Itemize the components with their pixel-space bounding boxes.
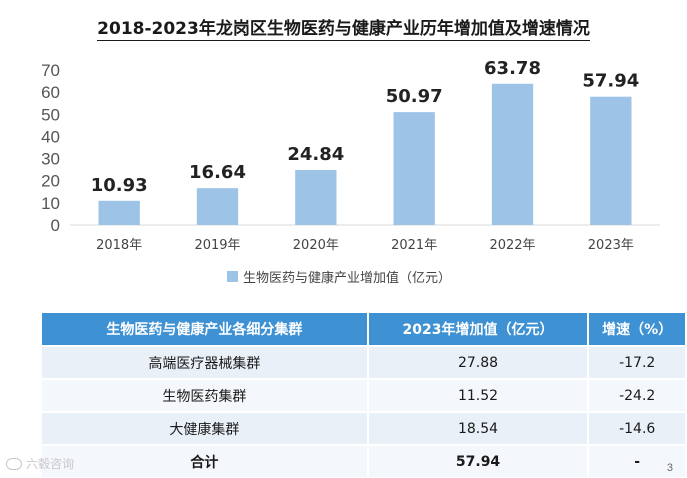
data-label: 10.93 — [91, 175, 148, 196]
bar — [295, 169, 337, 225]
legend-swatch — [227, 271, 238, 282]
y-tick-label: 70 — [41, 61, 60, 80]
bar — [590, 96, 632, 225]
table-cell-cluster: 高端医疗器械集群 — [42, 345, 369, 379]
x-tick-label: 2021年 — [391, 238, 437, 253]
bar — [491, 83, 534, 225]
table-header-value: 2023年增加值（亿元） — [367, 313, 590, 346]
chart-title: 2018-2023年龙岗区生物医药与健康产业历年增加值及增速情况 — [0, 14, 687, 41]
table-header-row: 生物医药与健康产业各细分集群 2023年增加值（亿元） 增速（%） — [42, 313, 685, 346]
y-tick-label: 60 — [41, 83, 60, 102]
legend-label: 生物医药与健康产业增加值（亿元） — [243, 271, 452, 286]
table-cell-value: 27.88 — [367, 345, 590, 379]
table-cell-cluster: 大健康集群 — [42, 411, 369, 445]
data-label: 24.84 — [287, 144, 344, 165]
table-row: 大健康集群 18.54 -14.6 — [42, 411, 685, 445]
bar — [393, 112, 435, 225]
table-cell-growth: - — [588, 444, 685, 477]
watermark-logo-icon — [6, 457, 22, 470]
table-cell-growth: -24.2 — [588, 378, 685, 412]
table-header-cluster: 生物医药与健康产业各细分集群 — [42, 313, 369, 346]
y-tick-label: 10 — [41, 194, 60, 213]
y-tick-label: 0 — [51, 216, 60, 235]
data-label: 57.94 — [582, 71, 639, 92]
table-cell-growth: -17.2 — [588, 345, 685, 379]
y-tick-label: 40 — [41, 127, 60, 146]
x-tick-label: 2020年 — [293, 238, 339, 253]
data-label: 50.97 — [386, 86, 443, 107]
x-tick-label: 2023年 — [588, 238, 634, 253]
table-cell-cluster: 合计 — [42, 444, 369, 477]
y-tick-label: 20 — [41, 172, 60, 191]
x-tick-label: 2022年 — [489, 238, 535, 253]
table-cell-value: 11.52 — [367, 378, 590, 412]
watermark-text: 六毂咨询 — [26, 457, 75, 471]
chart-title-text: 2018-2023年龙岗区生物医药与健康产业历年增加值及增速情况 — [97, 19, 590, 41]
y-tick-label: 50 — [41, 105, 60, 124]
data-label: 16.64 — [189, 162, 246, 183]
table-cell-value: 18.54 — [367, 411, 590, 445]
data-label: 63.78 — [484, 58, 541, 79]
page-number: 3 — [666, 462, 673, 474]
table-cell-growth: -14.6 — [588, 411, 685, 445]
bar — [196, 188, 239, 225]
chart-legend: 生物医药与健康产业增加值（亿元） — [227, 267, 451, 286]
table-cell-value: 57.94 — [367, 444, 590, 477]
y-tick-label: 30 — [41, 150, 60, 169]
cluster-table: 生物医药与健康产业各细分集群 2023年增加值（亿元） 增速（%） 高端医疗器械… — [42, 313, 685, 477]
watermark: 六毂咨询 — [6, 455, 74, 472]
bar — [98, 200, 140, 225]
table-row: 生物医药集群 11.52 -24.2 — [42, 378, 685, 412]
table-row-total: 合计 57.94 - — [42, 444, 685, 477]
table-row: 高端医疗器械集群 27.88 -17.2 — [42, 345, 685, 379]
bar-chart: 0 10 20 30 40 50 60 70 10.93 2018年 16.64 2019年 24.84… — [41, 58, 660, 253]
table-header-growth: 增速（%） — [588, 313, 685, 346]
x-tick-label: 2018年 — [96, 238, 142, 253]
table-cell-cluster: 生物医药集群 — [42, 378, 369, 412]
x-tick-label: 2019年 — [194, 238, 240, 253]
